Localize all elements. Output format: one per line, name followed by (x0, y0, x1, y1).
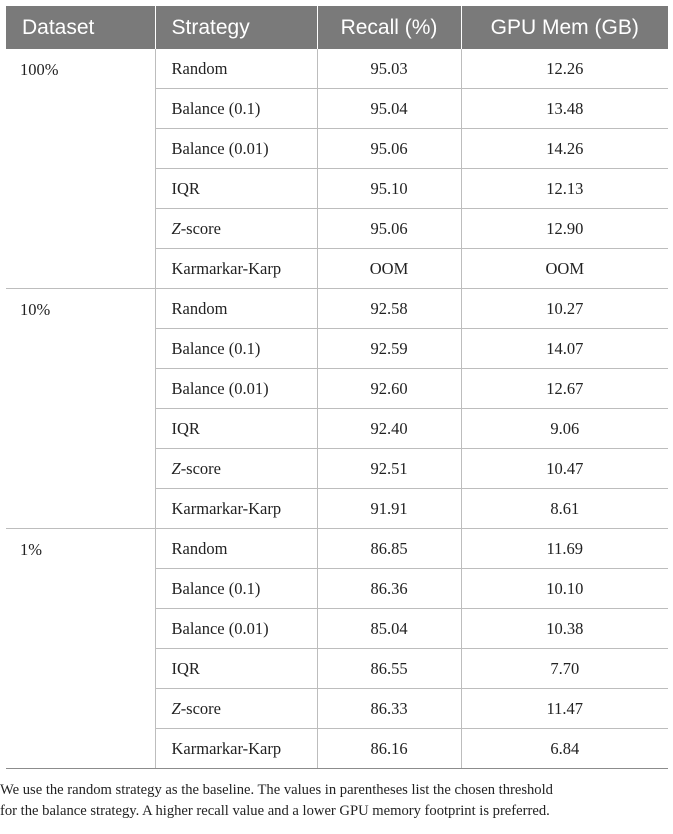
table-row: Balance (0.01) 95.06 14.26 (6, 128, 668, 169)
strategy-suffix: -score (180, 458, 221, 478)
footnote-line-1: We use the random strategy as the baseli… (0, 782, 553, 798)
gpu-mem-cell: 12.67 (460, 368, 668, 409)
strategy-cell: Random (154, 528, 317, 569)
gpu-mem-cell: 14.07 (460, 328, 668, 369)
table-row: IQR 95.10 12.13 (6, 168, 668, 209)
recall-cell: OOM (316, 248, 461, 289)
table-row: Karmarkar-Karp OOM OOM (6, 248, 668, 289)
gpu-mem-cell: 13.48 (460, 88, 668, 129)
table-row: IQR 86.55 7.70 (6, 648, 668, 689)
gpu-mem-cell: 14.26 (460, 128, 668, 169)
table-row: Z-score 95.06 12.90 (6, 208, 668, 249)
results-table-container: Dataset Strategy Recall (%) GPU Mem (GB)… (6, 6, 668, 769)
strategy-cell: Balance (0.1) (154, 568, 317, 609)
recall-cell: 85.04 (316, 608, 461, 649)
strategy-cell: Random (154, 288, 317, 329)
table-row: Balance (0.1) 92.59 14.07 (6, 328, 668, 369)
table-row: IQR 92.40 9.06 (6, 408, 668, 449)
strategy-cell: Z-score (154, 688, 317, 729)
gpu-mem-cell: 10.10 (460, 568, 668, 609)
recall-cell: 95.10 (316, 168, 461, 209)
recall-cell: 86.16 (316, 728, 461, 769)
recall-cell: 86.36 (316, 568, 461, 609)
strategy-cell: Z-score (154, 208, 317, 249)
strategy-cell: Balance (0.01) (154, 368, 317, 409)
recall-cell: 92.60 (316, 368, 461, 409)
strategy-cell: Random (154, 49, 317, 89)
gpu-mem-cell: 6.84 (460, 728, 668, 769)
strategy-cell: Balance (0.1) (154, 328, 317, 369)
table-row: Z-score 92.51 10.47 (6, 448, 668, 489)
recall-cell: 91.91 (316, 488, 461, 529)
gpu-mem-cell: 11.47 (460, 688, 668, 729)
dataset-cell: 100% (6, 49, 155, 289)
strategy-prefix: Z (171, 458, 181, 478)
strategy-prefix: Z (171, 218, 181, 238)
gpu-mem-cell: 11.69 (460, 528, 668, 569)
recall-cell: 92.58 (316, 288, 461, 329)
recall-cell: 86.55 (316, 648, 461, 689)
gpu-mem-cell: 12.90 (460, 208, 668, 249)
strategy-cell: Balance (0.01) (154, 608, 317, 649)
recall-cell: 92.51 (316, 448, 461, 489)
header-strategy: Strategy (154, 6, 317, 49)
gpu-mem-cell: 10.27 (460, 288, 668, 329)
gpu-mem-cell: OOM (460, 248, 668, 289)
gpu-mem-cell: 10.47 (460, 448, 668, 489)
table-row: Balance (0.1) 86.36 10.10 (6, 568, 668, 609)
table-row: 10% Random 92.58 10.27 (6, 288, 668, 529)
gpu-mem-cell: 12.26 (460, 49, 668, 89)
gpu-mem-cell: 8.61 (460, 488, 668, 529)
table-row: Balance (0.01) 92.60 12.67 (6, 368, 668, 409)
gpu-mem-cell: 12.13 (460, 168, 668, 209)
footnote-line-2: for the balance strategy. A higher recal… (0, 803, 550, 819)
gpu-mem-cell: 9.06 (460, 408, 668, 449)
table-footnote: We use the random strategy as the baseli… (0, 780, 668, 822)
table-row: 100% Random 95.03 12.26 (6, 49, 668, 289)
table-row: Z-score 86.33 11.47 (6, 688, 668, 729)
strategy-cell: Z-score (154, 448, 317, 489)
header-recall: Recall (%) (316, 6, 461, 49)
header-gpu-mem: GPU Mem (GB) (460, 6, 668, 49)
gpu-mem-cell: 7.70 (460, 648, 668, 689)
table-row: Karmarkar-Karp 86.16 6.84 (6, 728, 668, 769)
results-table: Dataset Strategy Recall (%) GPU Mem (GB)… (6, 6, 668, 769)
table-row: Balance (0.1) 95.04 13.48 (6, 88, 668, 129)
strategy-cell: Karmarkar-Karp (154, 728, 317, 769)
strategy-suffix: -score (180, 698, 221, 718)
table-row: 1% Random 86.85 11.69 (6, 528, 668, 769)
recall-cell: 95.04 (316, 88, 461, 129)
strategy-suffix: -score (180, 218, 221, 238)
strategy-prefix: Z (171, 698, 181, 718)
dataset-cell: 1% (6, 528, 155, 769)
recall-cell: 86.85 (316, 528, 461, 569)
recall-cell: 86.33 (316, 688, 461, 729)
strategy-cell: IQR (154, 408, 317, 449)
gpu-mem-cell: 10.38 (460, 608, 668, 649)
recall-cell: 95.06 (316, 128, 461, 169)
table-header-row: Dataset Strategy Recall (%) GPU Mem (GB) (6, 6, 668, 49)
recall-cell: 92.40 (316, 408, 461, 449)
strategy-cell: Balance (0.1) (154, 88, 317, 129)
table-row: Karmarkar-Karp 91.91 8.61 (6, 488, 668, 529)
recall-cell: 95.03 (316, 49, 461, 89)
header-dataset: Dataset (6, 6, 155, 49)
recall-cell: 92.59 (316, 328, 461, 369)
strategy-cell: Karmarkar-Karp (154, 488, 317, 529)
strategy-cell: Karmarkar-Karp (154, 248, 317, 289)
strategy-cell: IQR (154, 648, 317, 689)
recall-cell: 95.06 (316, 208, 461, 249)
strategy-cell: Balance (0.01) (154, 128, 317, 169)
dataset-cell: 10% (6, 288, 155, 529)
strategy-cell: IQR (154, 168, 317, 209)
table-row: Balance (0.01) 85.04 10.38 (6, 608, 668, 649)
